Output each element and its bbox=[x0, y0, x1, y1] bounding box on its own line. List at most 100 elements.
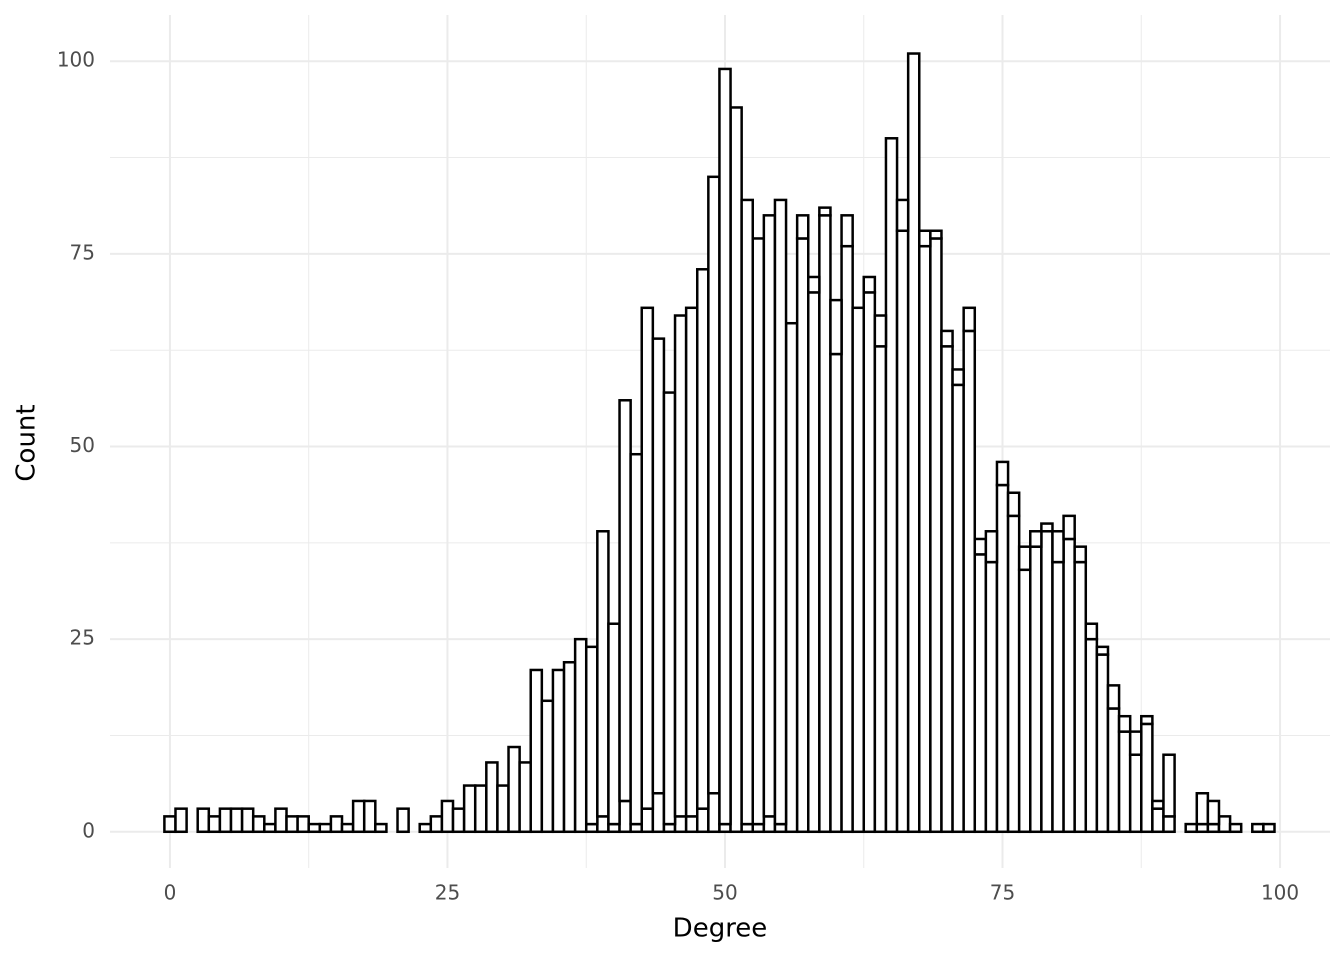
histogram-bar bbox=[1029, 530, 1043, 548]
histogram-bar bbox=[1040, 522, 1054, 533]
histogram-bar bbox=[762, 214, 777, 818]
x-tick-label: 0 bbox=[164, 881, 177, 905]
y-tick-label: 0 bbox=[82, 818, 95, 842]
histogram-bar bbox=[818, 214, 832, 834]
histogram-bar bbox=[684, 306, 699, 818]
histogram-bar bbox=[729, 106, 743, 834]
histogram-bar bbox=[995, 460, 1010, 487]
histogram-bar bbox=[496, 784, 510, 834]
y-tick-label: 25 bbox=[70, 626, 95, 650]
y-tick-label: 75 bbox=[70, 240, 95, 264]
histogram-bar bbox=[174, 807, 188, 834]
histogram-bar bbox=[1017, 545, 1032, 572]
histogram-bar bbox=[573, 637, 588, 834]
histogram-bar bbox=[751, 237, 766, 826]
histogram-bar bbox=[562, 661, 577, 834]
histogram-bar bbox=[1006, 514, 1021, 834]
histogram-bar bbox=[1128, 730, 1143, 756]
histogram-bar bbox=[1117, 714, 1132, 733]
histogram-bar bbox=[651, 792, 666, 834]
histogram-bar bbox=[1084, 637, 1099, 834]
histogram-bar bbox=[695, 807, 710, 834]
histogram-bar bbox=[429, 815, 444, 834]
histogram-bar bbox=[518, 761, 532, 834]
histogram-bar bbox=[851, 306, 866, 834]
x-tick-label: 25 bbox=[435, 881, 460, 905]
histogram-bar bbox=[1162, 815, 1176, 834]
histogram-bar bbox=[362, 799, 377, 834]
histogram-bar bbox=[951, 368, 965, 387]
bars bbox=[163, 52, 1276, 834]
histogram-bar bbox=[840, 244, 854, 834]
histogram-bar bbox=[795, 237, 810, 834]
histogram-bar bbox=[618, 799, 632, 834]
histogram-bar bbox=[684, 815, 699, 834]
histogram-bar bbox=[707, 792, 721, 834]
histogram-bar bbox=[1251, 822, 1265, 834]
histogram-bar bbox=[1073, 545, 1088, 564]
histogram-bar bbox=[274, 807, 288, 834]
histogram-bar bbox=[1140, 722, 1154, 834]
histogram-bar bbox=[540, 699, 555, 834]
histogram-bar bbox=[207, 815, 222, 834]
histogram-bar bbox=[163, 815, 177, 834]
histogram-bar bbox=[1040, 530, 1054, 834]
histogram-bar bbox=[285, 815, 299, 834]
histogram-bar bbox=[584, 645, 599, 826]
histogram-bar bbox=[829, 298, 843, 356]
histogram-bar bbox=[1051, 530, 1065, 564]
histogram-bar bbox=[462, 784, 477, 834]
histogram-bar bbox=[673, 815, 688, 834]
histogram-bar bbox=[918, 244, 932, 834]
histogram-bar bbox=[1151, 799, 1165, 810]
histogram-bar bbox=[551, 668, 566, 834]
histogram-bar bbox=[296, 815, 310, 834]
histogram-bar bbox=[1106, 684, 1121, 710]
histogram-bar bbox=[795, 214, 810, 240]
y-axis-title: Count bbox=[12, 404, 42, 481]
histogram-bar bbox=[218, 807, 233, 834]
histogram-bar bbox=[762, 815, 777, 834]
histogram-bar bbox=[507, 745, 521, 834]
histogram-bar bbox=[451, 807, 466, 834]
histogram-bar bbox=[1017, 568, 1032, 834]
histogram-bar bbox=[1217, 815, 1232, 834]
histogram-bar bbox=[962, 306, 977, 333]
histogram-bar bbox=[596, 530, 610, 818]
histogram-bar bbox=[1206, 799, 1221, 826]
histogram-bar bbox=[1062, 537, 1076, 834]
histogram-bar bbox=[473, 784, 488, 834]
histogram-bar bbox=[862, 275, 877, 294]
histogram-bar bbox=[1106, 707, 1121, 834]
histogram-bar bbox=[807, 291, 821, 834]
histogram-bar bbox=[607, 622, 621, 826]
histogram-bar bbox=[673, 314, 688, 818]
histogram-bar bbox=[251, 815, 266, 834]
histogram-bar bbox=[596, 815, 610, 834]
histogram-bar bbox=[240, 807, 255, 834]
histogram-bar bbox=[984, 560, 999, 834]
histogram-bar bbox=[1029, 545, 1043, 834]
histogram-bar bbox=[229, 807, 244, 834]
histogram-bar bbox=[940, 329, 954, 348]
histogram-bar bbox=[1128, 753, 1143, 834]
histogram-bar bbox=[1162, 753, 1176, 818]
histogram-bar bbox=[529, 668, 544, 834]
histogram-bar bbox=[1184, 822, 1199, 834]
histogram-bar bbox=[440, 799, 455, 834]
histogram-bar bbox=[1051, 560, 1065, 834]
histogram-bar bbox=[906, 52, 921, 834]
histogram-bar bbox=[862, 291, 877, 834]
histogram-bar bbox=[396, 807, 410, 834]
histogram-bar bbox=[962, 329, 977, 834]
histogram-bar bbox=[773, 198, 788, 826]
histogram-bar bbox=[1117, 730, 1132, 834]
histogram-bar bbox=[718, 67, 732, 826]
histogram-bar bbox=[818, 206, 832, 217]
x-tick-label: 75 bbox=[990, 881, 1015, 905]
histogram-bar bbox=[873, 314, 888, 348]
histogram-bar bbox=[1062, 514, 1076, 541]
histogram-bar bbox=[1195, 792, 1210, 826]
histogram-bar bbox=[940, 345, 954, 834]
